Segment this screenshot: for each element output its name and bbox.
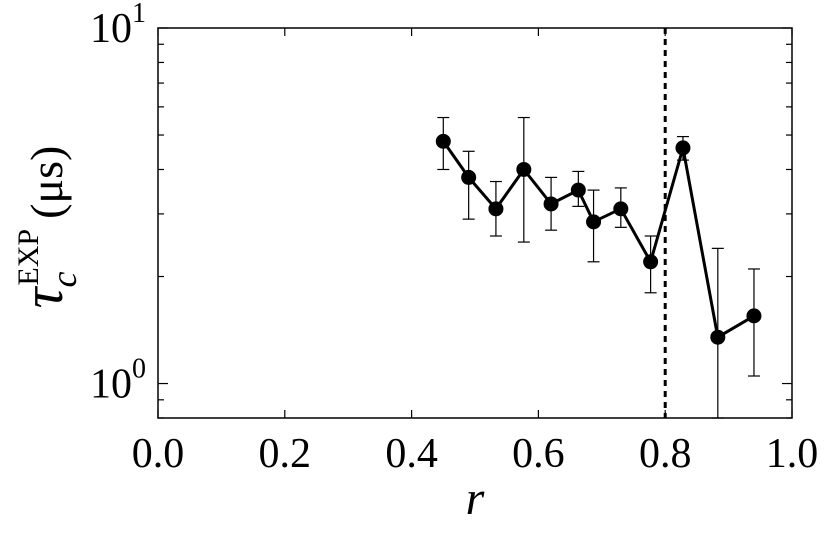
data-point (461, 169, 477, 185)
data-point (746, 308, 762, 324)
x-tick-label: 0.2 (259, 431, 312, 477)
x-tick-label: 0.6 (512, 431, 565, 477)
x-tick-label: 0.0 (132, 431, 185, 477)
y-tick-base: 10 (90, 362, 132, 408)
x-tick-label: 1.0 (766, 431, 819, 477)
y-tick-base: 10 (90, 6, 132, 52)
data-point (710, 329, 726, 345)
y-axis-superscript: EXP (12, 229, 45, 286)
plot-frame (157, 27, 793, 419)
data-point (516, 161, 532, 177)
series-line (442, 140, 755, 340)
data-point (570, 182, 586, 198)
x-tick-label: 0.4 (385, 431, 438, 477)
y-axis-subscript: c (44, 272, 84, 288)
y-axis-label: τcEXP (μs) (10, 146, 84, 309)
y-tick-exponent: 0 (132, 354, 146, 385)
y-tick-exponent: 1 (132, 0, 146, 29)
svg-text:τcEXP(μs): τcEXP (μs) (10, 146, 84, 309)
x-tick-label: 0.8 (639, 431, 692, 477)
y-tick-label: 101 (90, 0, 146, 52)
x-axis-label: r (466, 472, 485, 525)
data-point (488, 201, 504, 217)
y-tick-label: 100 (90, 354, 146, 408)
y-axis-symbol: τ (10, 285, 75, 308)
y-axis-unit: (μs) (21, 146, 72, 219)
x-tick-labels: 0.0 0.2 0.4 0.6 0.8 1.0 (132, 431, 819, 477)
data-point (675, 140, 691, 156)
data-point (613, 201, 629, 217)
data-point (435, 133, 451, 149)
data-markers (435, 133, 762, 345)
data-point (543, 196, 559, 212)
error-bars (437, 116, 760, 419)
data-point (643, 254, 659, 270)
data-point (586, 214, 602, 230)
